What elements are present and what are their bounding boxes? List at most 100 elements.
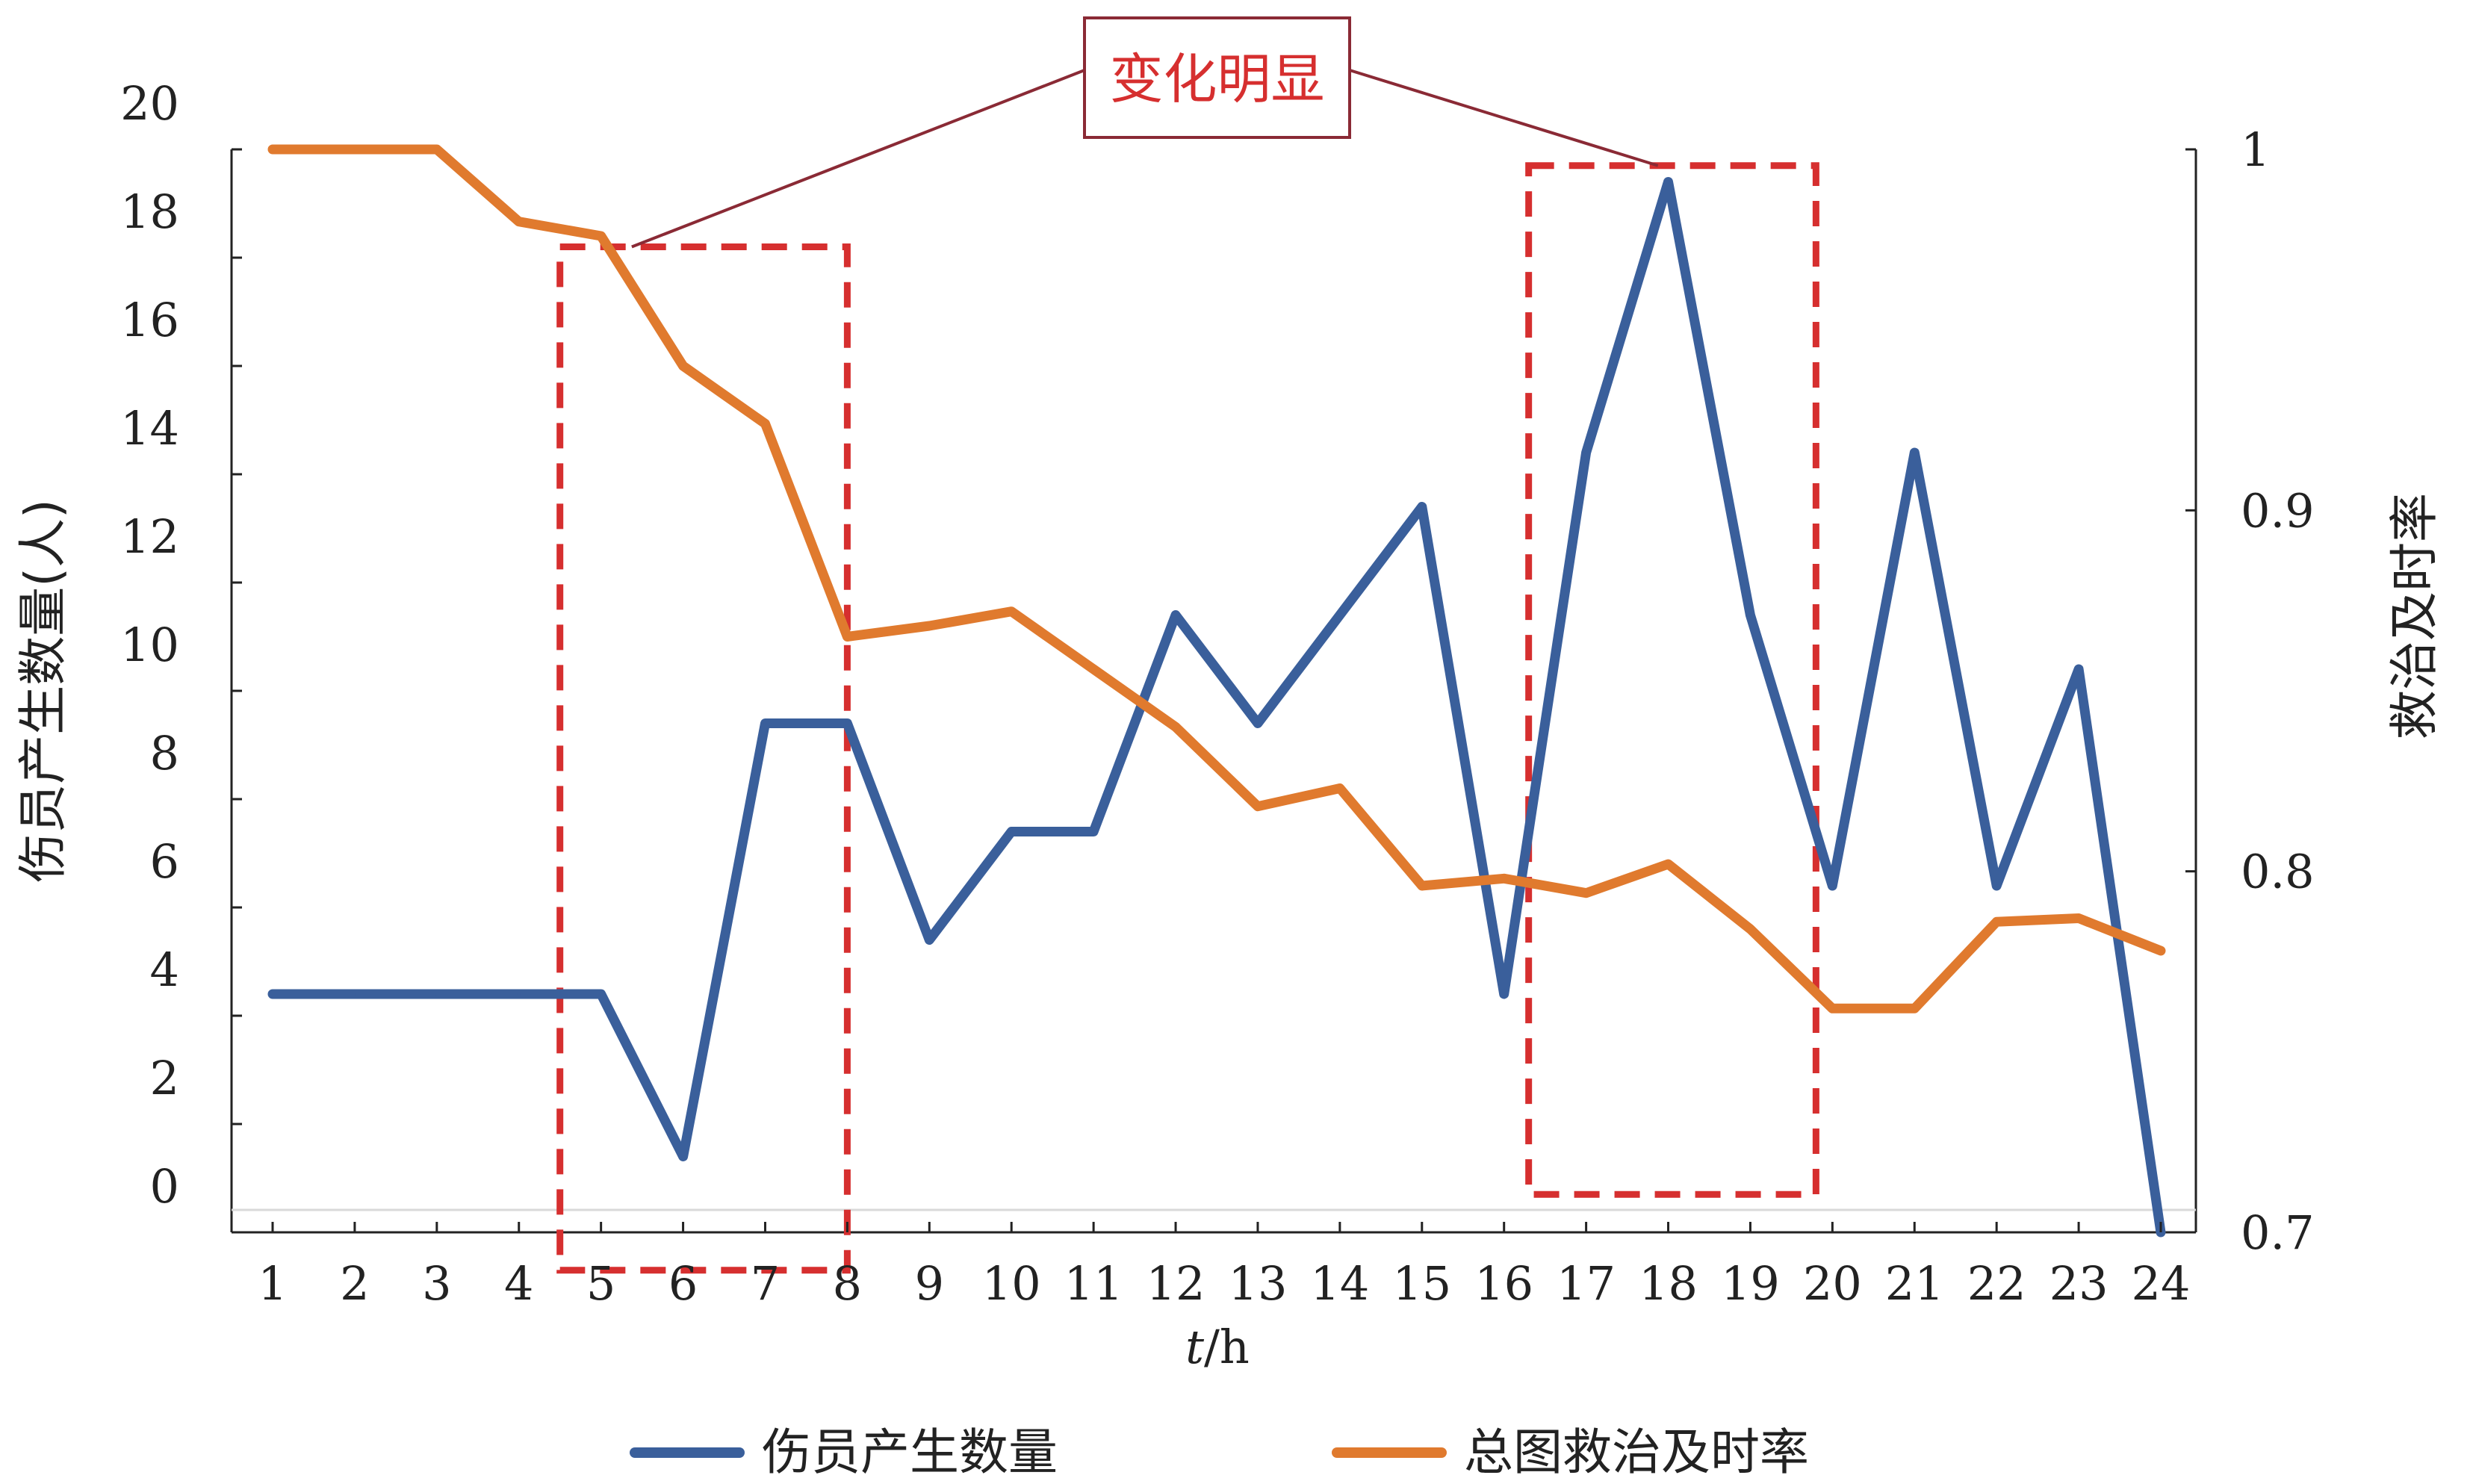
highlight-box-1 (556, 243, 851, 1274)
series-2-point (1010, 609, 1014, 613)
tick-layer (232, 148, 2196, 1234)
legend-label-2: 总图救治及时率 (1464, 1424, 1809, 1480)
series-2-point (1584, 891, 1588, 895)
series-2-point (1995, 920, 1999, 924)
series-2-point (271, 148, 274, 151)
y-left-tick-label: 20 (120, 76, 179, 131)
series-1-point (1338, 613, 1341, 617)
x-tick-label: 5 (586, 1256, 615, 1311)
series-2-point (1420, 884, 1424, 887)
x-tick-label: 20 (1803, 1256, 1862, 1311)
series-2-point (1913, 1007, 1917, 1010)
series-2-point (599, 235, 603, 237)
series-1-point (928, 938, 931, 942)
y-right-axis-label: 救治及时率 (2386, 493, 2443, 739)
series-2-point (1338, 786, 1341, 790)
series-2-point (1174, 725, 1178, 729)
series-2-point (1666, 863, 1670, 866)
y-left-tick-label: 14 (120, 401, 179, 456)
y-left-tick-label: 18 (120, 184, 179, 239)
y-left-axis-label: 伤员产生数量(人) (14, 499, 72, 883)
x-tick-label: 22 (1967, 1256, 2026, 1311)
series-1-point (1256, 721, 1259, 725)
series-1-point (1092, 830, 1096, 833)
series-1-point (1748, 613, 1752, 617)
series-layer (267, 144, 2166, 1238)
y-left-tick-label: 4 (150, 943, 179, 997)
series-2-point (1748, 928, 1752, 931)
y-left-tick-label: 0 (150, 1159, 179, 1214)
series-1-point (517, 993, 521, 996)
series-1-point (271, 993, 274, 996)
x-tick-label: 7 (751, 1256, 780, 1311)
series-1-point (1584, 451, 1588, 454)
y-left-tick-label: 2 (150, 1051, 179, 1105)
x-axis-label: t/h (1185, 1320, 1250, 1374)
plot-frame (230, 149, 2197, 1234)
x-tick-label: 23 (2049, 1256, 2109, 1311)
series-1-point (435, 993, 438, 996)
series-2-point (2077, 916, 2081, 920)
series-2-point (1256, 804, 1259, 808)
x-tick-label: 18 (1639, 1256, 1698, 1311)
y-left-tick-label: 8 (150, 726, 179, 780)
series-1-point (1666, 180, 1670, 184)
series-2-point (435, 148, 438, 151)
series-1-point (1913, 451, 1917, 454)
series-line-2 (267, 144, 2166, 1013)
x-tick-label: 9 (915, 1256, 944, 1311)
legend-label-1: 伤员产生数量 (762, 1424, 1058, 1480)
x-tick-label: 11 (1064, 1256, 1123, 1311)
callout-leader-left (631, 69, 1085, 249)
highlight-box-2 (1525, 162, 1819, 1198)
callout-box (1083, 16, 1351, 139)
x-tick-label: 8 (833, 1256, 862, 1311)
x-tick-label: 13 (1229, 1256, 1288, 1311)
y-left-tick-label: 12 (120, 509, 179, 564)
y-left-tick-label: 6 (150, 834, 179, 889)
series-2-point (928, 624, 931, 627)
x-tick-label: 6 (668, 1256, 698, 1311)
x-tick-label: 3 (422, 1256, 451, 1311)
series-2-point (1092, 668, 1096, 671)
x-tick-label: 17 (1557, 1256, 1616, 1311)
x-tick-label: 24 (2132, 1256, 2191, 1311)
y-right-tick-label: 0.7 (2241, 1205, 2315, 1260)
series-1-point (1831, 884, 1834, 887)
x-tick-label: 14 (1310, 1256, 1369, 1311)
series-1-point (681, 1155, 685, 1158)
x-tick-label: 1 (258, 1256, 287, 1311)
series-2-point (845, 635, 849, 639)
series-2-point (1831, 1007, 1834, 1010)
series-1-point (845, 721, 849, 725)
series-2-point (681, 364, 685, 367)
y-right-tick-label: 0.9 (2241, 483, 2315, 538)
series-2-point (1502, 877, 1506, 881)
y-right-tick-label: 0.8 (2241, 845, 2315, 899)
series-2-point (517, 220, 521, 223)
series-2-point (763, 422, 767, 426)
x-tick-label: 15 (1392, 1256, 1451, 1311)
y-left-tick-label: 10 (120, 618, 179, 672)
series-1-point (353, 993, 356, 996)
x-tick-label: 19 (1721, 1256, 1780, 1311)
y-left-tick-label: 16 (120, 293, 179, 347)
x-tick-label: 2 (340, 1256, 369, 1311)
series-1-point (1174, 613, 1178, 617)
x-tick-label: 16 (1474, 1256, 1533, 1311)
series-1-point (1420, 505, 1424, 509)
series-line-1 (267, 177, 2166, 1238)
x-tick-label: 10 (982, 1256, 1041, 1311)
series-1-point (1010, 830, 1014, 833)
y-right-tick-label: 1 (2241, 122, 2270, 177)
series-1-point (2077, 668, 2081, 671)
series-1-point (1995, 884, 1999, 887)
series-2-point (353, 148, 356, 151)
x-tick-label: 21 (1885, 1256, 1944, 1311)
annotation-layer: 变化明显 (556, 16, 1819, 1274)
x-tick-label: 4 (504, 1256, 533, 1311)
series-2-point (2159, 949, 2162, 952)
